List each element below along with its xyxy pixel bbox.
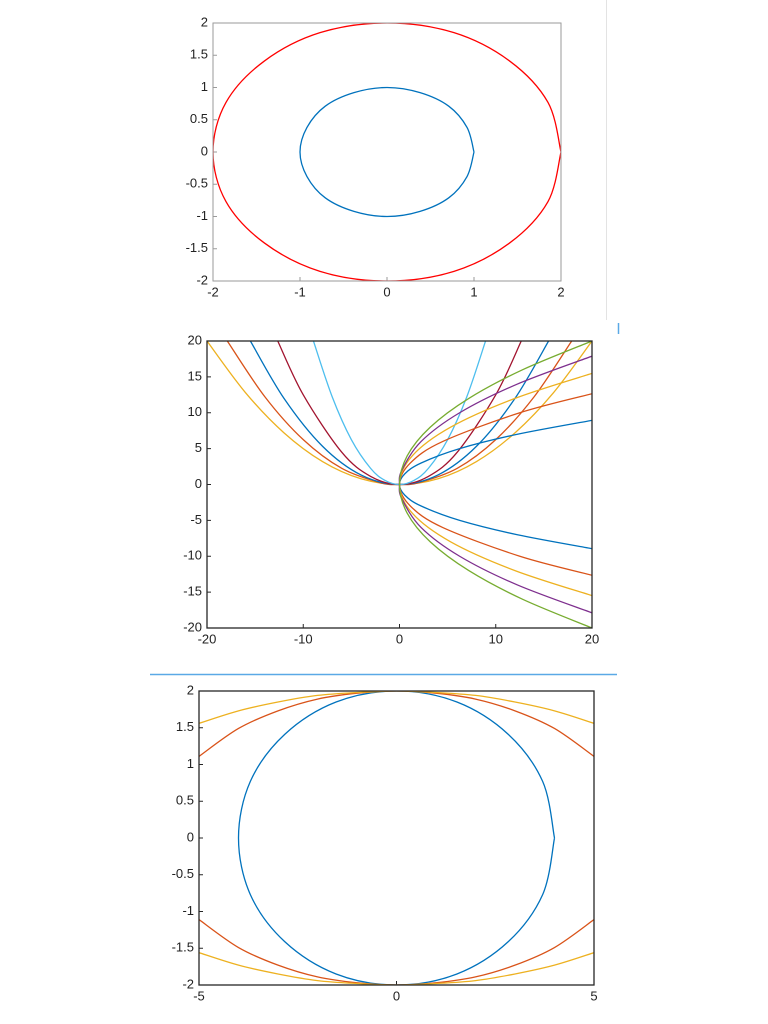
series-line: [237, 691, 556, 985]
y-tick-label: 10: [188, 404, 202, 419]
y-tick-label: -0.5: [172, 866, 194, 881]
y-tick-label: 0.5: [176, 793, 194, 808]
series-line: [277, 341, 522, 486]
y-tick-label: 1.5: [176, 719, 194, 734]
series-line: [398, 341, 592, 628]
y-tick-label: -5: [190, 512, 202, 527]
series-line: [398, 372, 592, 597]
y-tick-label: -1: [196, 208, 208, 223]
plot-area: [213, 23, 561, 281]
chart: -2 -1.5 -1 -0.5 0 0.5 1 1.5 2 -5 0 5: [172, 682, 598, 1003]
plot-area: [199, 691, 594, 985]
axes-frame: [206, 340, 593, 629]
y-tick-label: 1: [201, 79, 208, 94]
x-tick-label: 20: [585, 631, 599, 646]
y-tick-label: 2: [201, 14, 208, 29]
series-line: [398, 393, 592, 576]
axes-frame: [198, 690, 595, 986]
series-line: [199, 691, 594, 724]
y-tick-label: 2: [187, 682, 194, 697]
y-tick-label: 0.5: [190, 111, 208, 126]
x-tick-label: 0: [393, 988, 400, 1003]
y-tick-label: -2: [182, 976, 194, 991]
series-line: [207, 341, 592, 486]
y-tick-label: -1.5: [172, 940, 194, 955]
series-line: [213, 23, 561, 281]
chart: -2 -1.5 -1 -0.5 0 0.5 1 1.5 2 -2 -1 0 1 2: [186, 14, 565, 299]
chart: -20 -15 -10 -5 0 5 10 15 20 -20 -10 0 10 20: [183, 332, 599, 646]
axes-frame: [212, 22, 562, 282]
y-tick-label: 0: [201, 143, 208, 158]
y-tick-label: 20: [188, 332, 202, 347]
x-tick-label: 0: [396, 631, 403, 646]
x-tick-label: 10: [489, 631, 503, 646]
x-tick-label: 0: [383, 284, 390, 299]
y-tick-label: -15: [183, 584, 202, 599]
series-line: [249, 341, 550, 486]
y-tick-label: 0: [187, 829, 194, 844]
series-line: [199, 952, 594, 985]
x-tick-label: -2: [207, 284, 219, 299]
x-tick-label: 5: [590, 988, 597, 1003]
x-tick-label: 2: [557, 284, 564, 299]
x-tick-label: -1: [294, 284, 306, 299]
series-line: [299, 86, 475, 218]
series-line: [199, 691, 594, 757]
y-tick-label: 1.5: [190, 47, 208, 62]
y-tick-label: -1: [182, 903, 194, 918]
x-tick-label: 1: [470, 284, 477, 299]
plot-area: [207, 341, 592, 628]
y-tick-label: -2: [196, 272, 208, 287]
x-tick-label: -10: [294, 631, 313, 646]
y-tick-label: 15: [188, 368, 202, 383]
y-tick-label: 5: [195, 440, 202, 455]
y-tick-label: -0.5: [186, 176, 208, 191]
y-tick-label: -20: [183, 619, 202, 634]
series-line: [398, 419, 592, 550]
series-line: [199, 919, 594, 985]
x-tick-label: -20: [198, 631, 217, 646]
y-tick-label: -1.5: [186, 240, 208, 255]
y-tick-label: 1: [187, 756, 194, 771]
y-tick-label: -10: [183, 548, 202, 563]
x-tick-label: -5: [193, 988, 205, 1003]
y-tick-label: 0: [195, 476, 202, 491]
